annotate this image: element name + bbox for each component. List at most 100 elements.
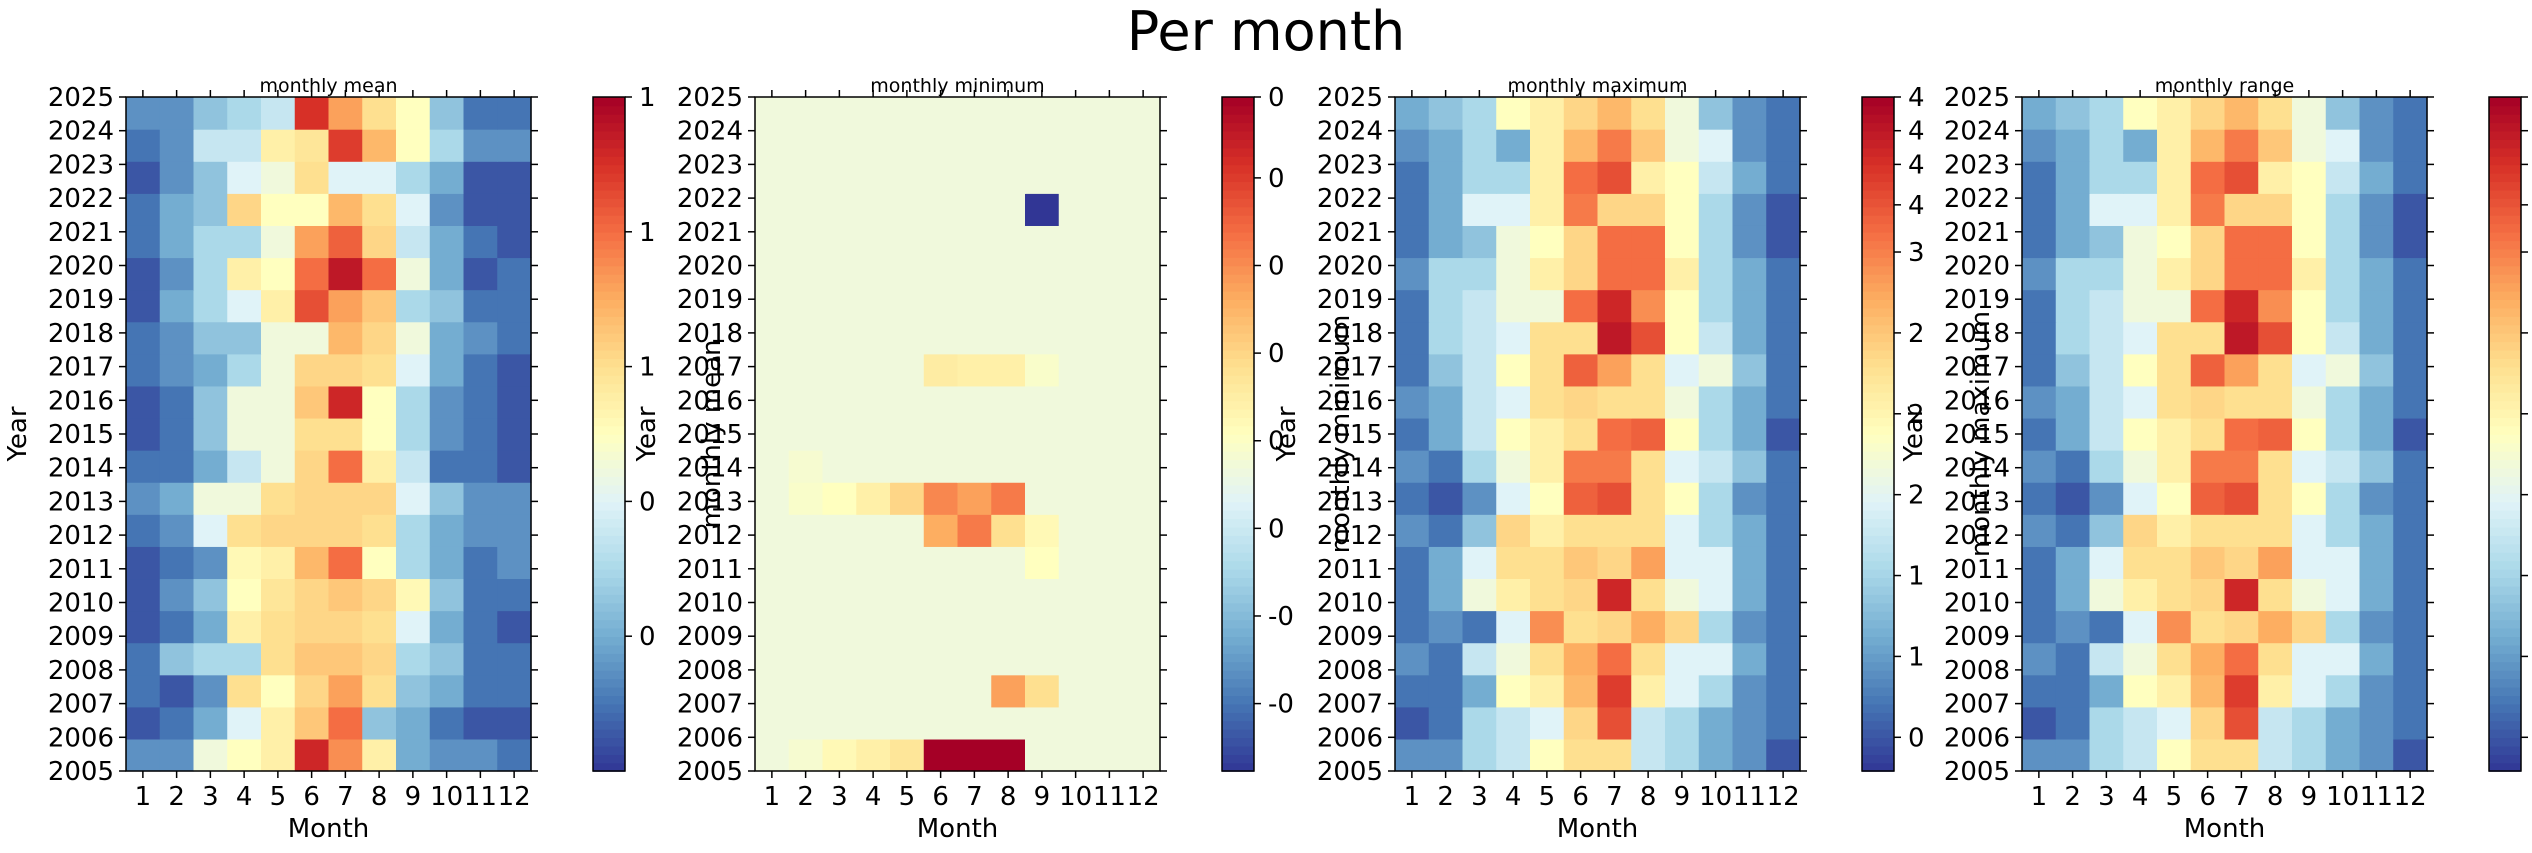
heatmap-cell <box>463 321 498 355</box>
heatmap-cell <box>227 289 262 323</box>
heatmap-cell <box>1058 546 1094 580</box>
heatmap-cell <box>396 450 431 483</box>
heatmap-cell <box>362 674 397 708</box>
y-tick-label: 2016 <box>48 386 114 416</box>
x-tick-label: 4 <box>2132 782 2149 812</box>
colorbar-segment <box>1222 703 1254 713</box>
heatmap-cell <box>2224 417 2259 451</box>
heatmap-cell <box>497 417 532 451</box>
heatmap-cell <box>2393 129 2428 162</box>
x-tick-label: 9 <box>2301 782 2318 812</box>
y-tick-label: 2006 <box>1317 723 1383 753</box>
heatmap-cell <box>2123 289 2158 323</box>
heatmap-cell <box>923 482 959 515</box>
heatmap-cell <box>1058 321 1094 355</box>
colorbar-segment <box>1222 130 1254 140</box>
colorbar-tick-label: 2 <box>1908 481 1925 511</box>
x-tick-label: 3 <box>202 782 219 812</box>
heatmap-cell <box>429 738 465 772</box>
x-tick-label: 2 <box>1437 782 1454 812</box>
y-tick-label: 2009 <box>48 622 114 652</box>
heatmap-cell <box>2157 706 2192 740</box>
heatmap-cell <box>2258 546 2293 580</box>
heatmap-cell <box>1732 161 1767 194</box>
colorbar-segment <box>1222 737 1254 747</box>
heatmap-cell <box>294 161 330 194</box>
heatmap-cell <box>2055 417 2091 451</box>
heatmap-cell <box>755 450 790 483</box>
heatmap-cell <box>856 706 891 740</box>
colorbar-segment <box>1222 172 1254 183</box>
heatmap-cell <box>396 321 431 355</box>
heatmap-cell <box>1530 257 1565 291</box>
heatmap-cell <box>294 546 330 580</box>
heatmap-cell <box>1698 385 1734 419</box>
heatmap-cell <box>822 578 857 612</box>
heatmap-cell <box>463 129 498 162</box>
y-tick-label: 2024 <box>48 117 114 147</box>
heatmap-cell <box>2055 129 2091 162</box>
heatmap-cell <box>1092 578 1127 612</box>
x-tick-label: 6 <box>1572 782 1589 812</box>
colorbar-segment <box>1862 644 1894 654</box>
y-axis-label: Year <box>1272 406 1302 462</box>
heatmap-cell <box>923 417 959 451</box>
heatmap-cell <box>1462 674 1497 708</box>
heatmap-cell <box>193 450 228 483</box>
heatmap-cell <box>2224 578 2259 612</box>
heatmap-cell <box>788 225 824 259</box>
heatmap-cell <box>362 514 397 547</box>
heatmap-cell <box>2190 482 2226 515</box>
heatmap-cell <box>755 546 790 580</box>
heatmap-cell <box>1092 514 1127 547</box>
heatmap-cell <box>991 161 1026 194</box>
heatmap-cell <box>429 706 465 740</box>
x-tick-label: 6 <box>303 782 320 812</box>
heatmap-cell <box>1732 738 1767 772</box>
heatmap-cell <box>429 546 465 580</box>
y-tick-label: 2015 <box>1317 420 1383 450</box>
heatmap-cell <box>463 417 498 451</box>
heatmap-cell <box>396 482 431 515</box>
heatmap-cell <box>159 482 195 515</box>
heatmap-cell <box>2258 193 2293 226</box>
y-axis-label: Year <box>3 406 33 462</box>
colorbar-segment <box>1862 762 1894 772</box>
heatmap-cell <box>2292 417 2327 451</box>
colorbar-tick-label: 0 <box>1268 252 1285 282</box>
colorbar-segment <box>1222 358 1254 368</box>
heatmap-cell <box>126 417 161 451</box>
heatmap-cell <box>890 225 925 259</box>
y-tick-label: 2008 <box>677 656 743 686</box>
heatmap-cell <box>2292 706 2327 740</box>
x-tick-label: 1 <box>1404 782 1421 812</box>
heatmap-cell <box>1698 514 1734 547</box>
heatmap-cell <box>1766 706 1801 740</box>
heatmap-cell <box>1631 161 1666 194</box>
y-tick-label: 2012 <box>1317 521 1383 551</box>
heatmap-cell <box>126 578 161 612</box>
colorbar-segment <box>593 189 625 199</box>
heatmap-cell <box>362 257 397 291</box>
colorbar-segment <box>2489 375 2521 385</box>
heatmap-cell <box>2157 321 2192 355</box>
colorbar-segment <box>593 223 625 233</box>
heatmap-cell <box>193 546 228 580</box>
heatmap-cell <box>2224 129 2259 162</box>
colorbar-segment <box>1862 324 1894 334</box>
heatmap-cell <box>1428 353 1464 387</box>
heatmap-cell <box>991 289 1026 323</box>
heatmap-cell <box>957 321 992 355</box>
heatmap-cell <box>362 129 397 162</box>
heatmap-cell <box>193 193 228 226</box>
heatmap-cell <box>463 514 498 547</box>
heatmap-cell <box>294 514 330 547</box>
heatmap-cell <box>1496 482 1531 515</box>
heatmap-cell <box>957 546 992 580</box>
heatmap-cell <box>1597 674 1632 708</box>
heatmap-cell <box>396 417 431 451</box>
heatmap-cell <box>2258 706 2293 740</box>
colorbar-segment <box>1862 501 1894 511</box>
heatmap-cell <box>991 482 1026 515</box>
heatmap-cell <box>822 289 857 323</box>
